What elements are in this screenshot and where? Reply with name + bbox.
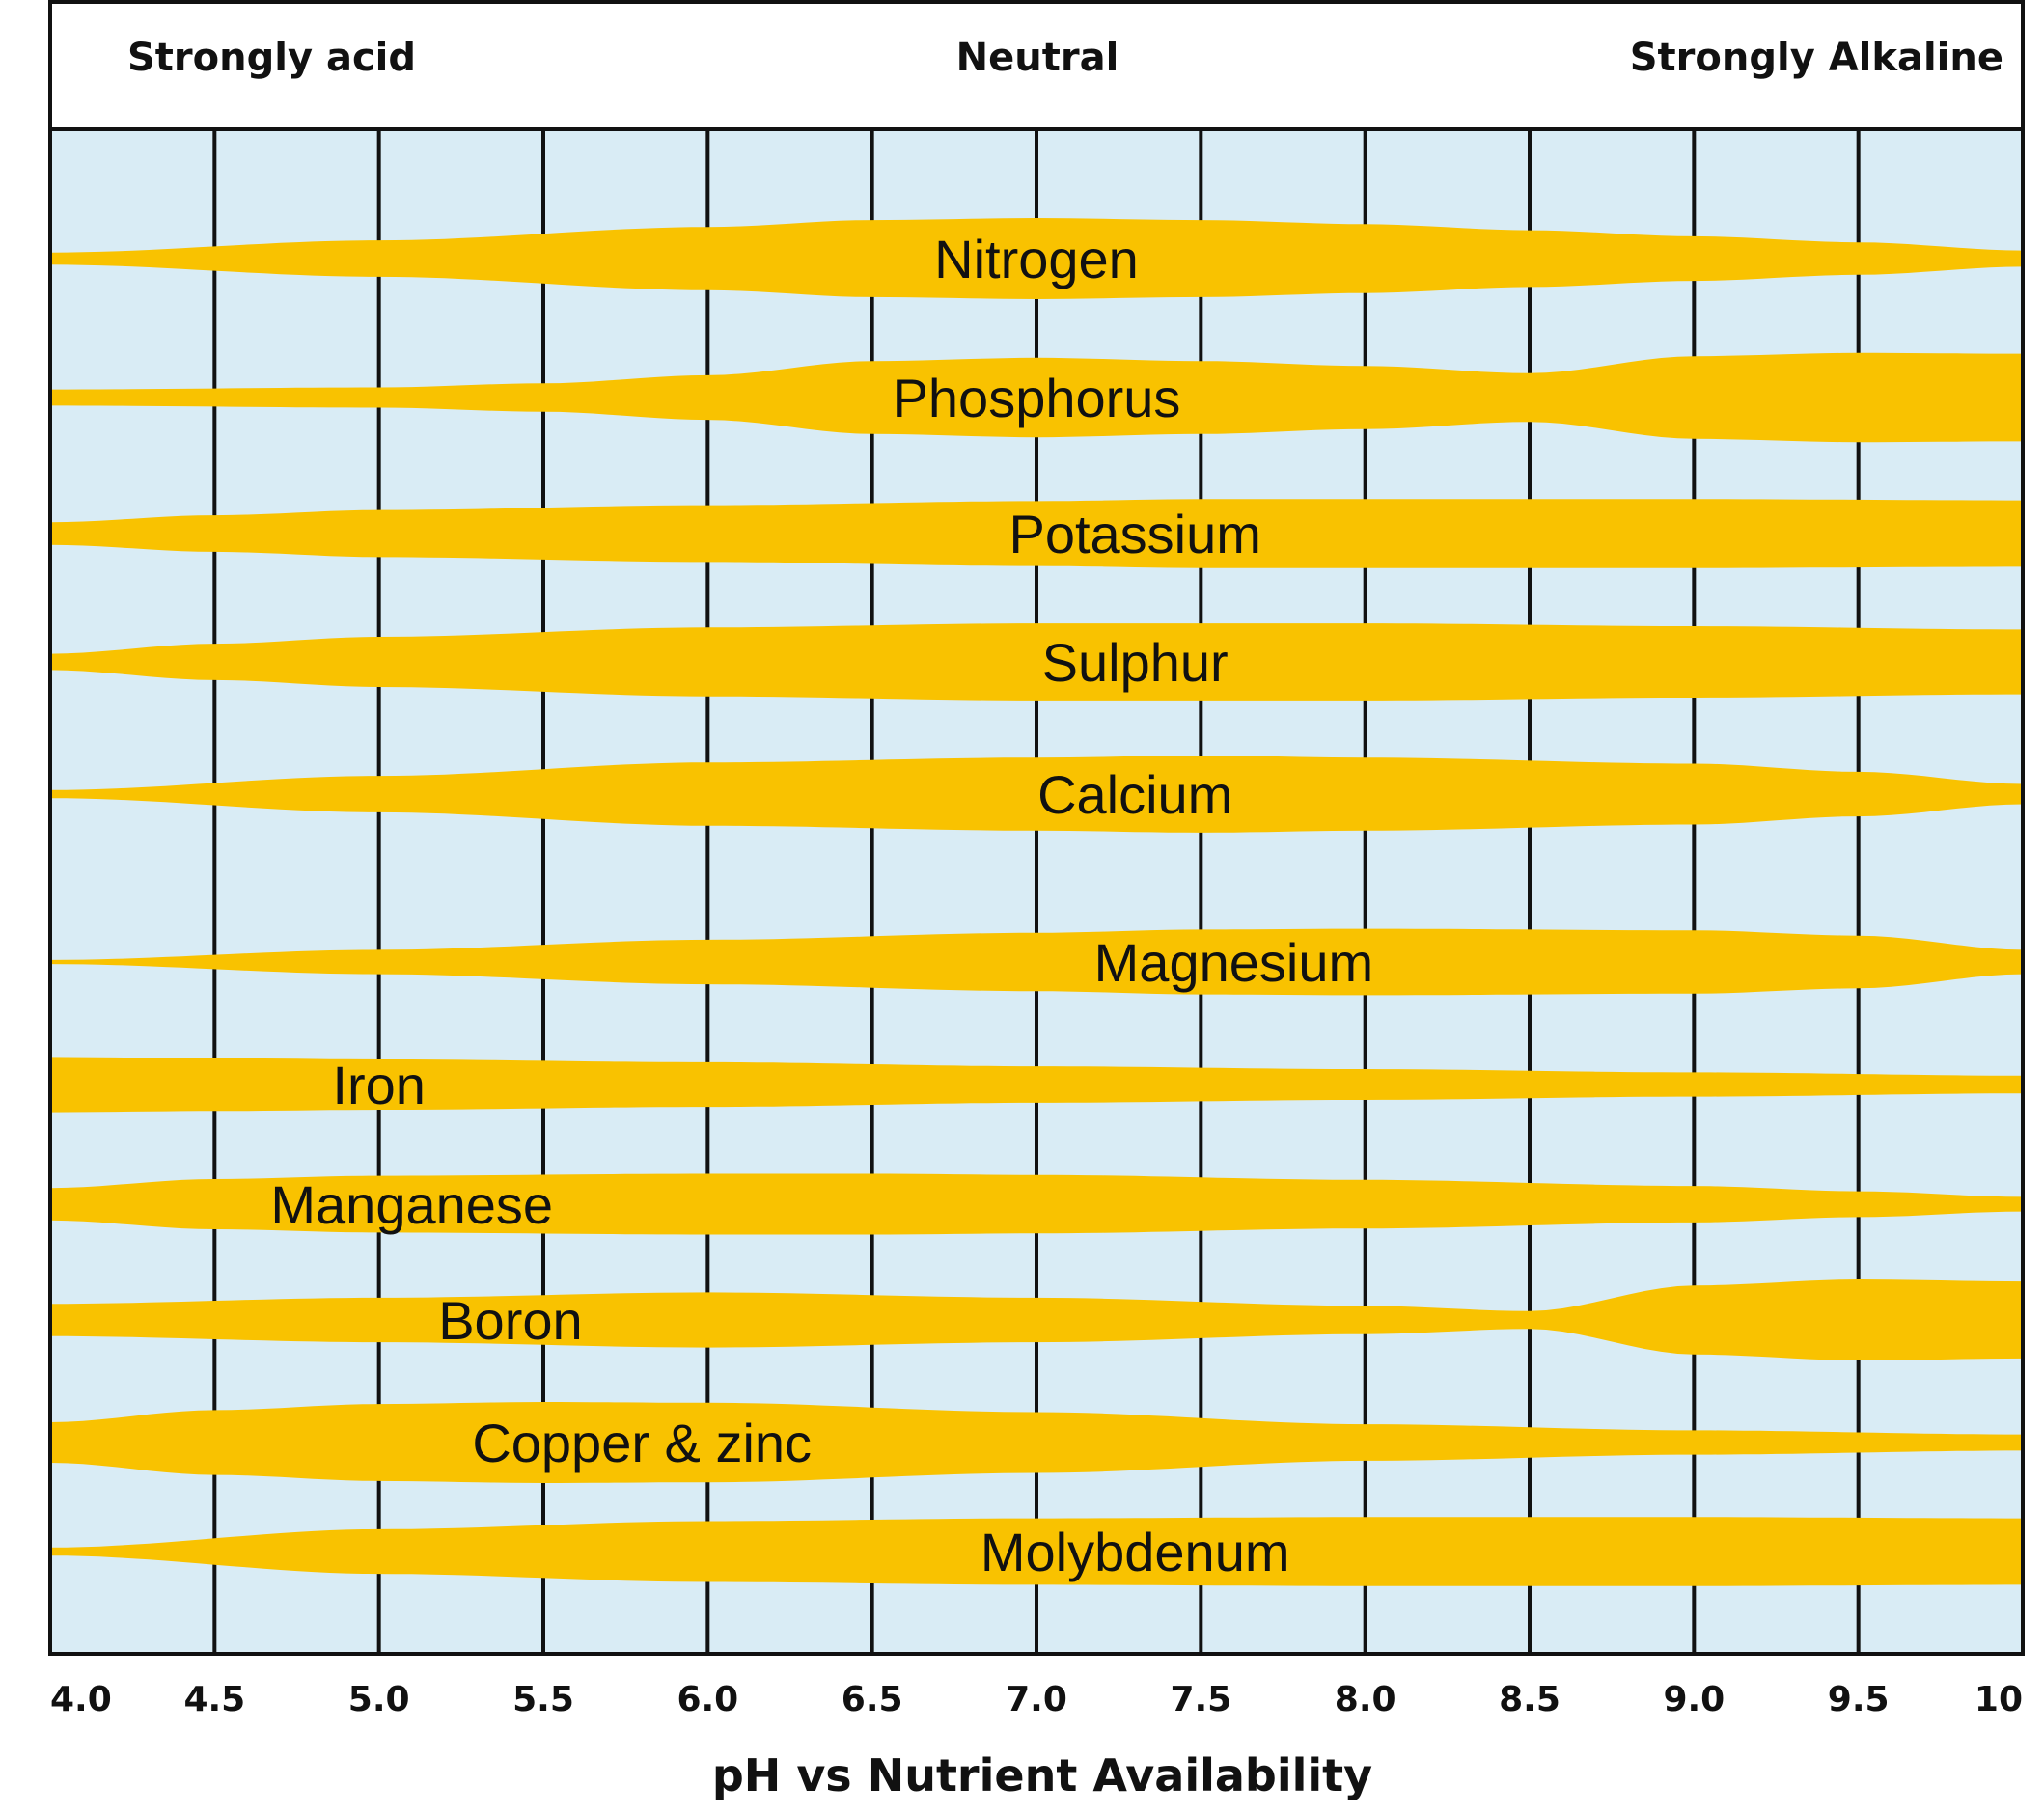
x-tick-label: 6.0 <box>677 1680 738 1719</box>
band-copper-zinc <box>50 1402 2023 1483</box>
header-strongly-alkaline: Strongly Alkaline <box>1630 36 2003 80</box>
band-label: Manganese <box>270 1174 553 1235</box>
band-molybdenum <box>50 1517 2023 1586</box>
band-calcium <box>50 756 2023 833</box>
header-strongly-acid: Strongly acid <box>127 36 416 80</box>
band-boron <box>50 1279 2023 1360</box>
x-tick-label: 7.0 <box>1006 1680 1067 1719</box>
band-magnesium <box>50 928 2023 996</box>
band-phosphorus <box>50 352 2023 443</box>
x-tick-label: 4.0 <box>50 1680 112 1719</box>
x-tick-labels: 4.0 4.5 5.0 5.5 6.0 6.5 7.0 7.5 8.0 8.5 9.0 9.5 10 <box>50 1680 2023 1719</box>
band-manganese <box>50 1173 2023 1235</box>
x-tick-label: 5.5 <box>512 1680 574 1719</box>
x-tick-label: 9.5 <box>1828 1680 1890 1719</box>
x-tick-label: 4.5 <box>183 1680 245 1719</box>
band-sulphur <box>50 623 2023 701</box>
band-label: Potassium <box>1008 504 1260 564</box>
x-tick-label: 6.5 <box>842 1680 903 1719</box>
band-label: Magnesium <box>1094 932 1373 993</box>
header-neutral: Neutral <box>956 36 1119 80</box>
band-label: Phosphorus <box>893 368 1181 428</box>
x-tick-label: 10 <box>1975 1680 2023 1719</box>
x-tick-label: 9.0 <box>1663 1680 1725 1719</box>
chart-title: pH vs Nutrient Availability <box>712 1749 1372 1801</box>
x-tick-label: 7.5 <box>1170 1680 1231 1719</box>
x-tick-label: 8.5 <box>1499 1680 1561 1719</box>
band-label: Nitrogen <box>934 229 1139 289</box>
band-label: Iron <box>332 1055 426 1115</box>
x-tick-label: 5.0 <box>348 1680 410 1719</box>
header-box <box>48 0 2025 131</box>
band-nitrogen <box>50 218 2023 299</box>
band-label: Sulphur <box>1042 632 1229 693</box>
band-label: Molybdenum <box>981 1522 1290 1582</box>
band-potassium <box>50 499 2023 568</box>
band-iron <box>50 1057 2023 1113</box>
band-label: Boron <box>438 1290 582 1351</box>
band-label: Calcium <box>1037 764 1232 825</box>
nutrient-bands: Nitrogen Phosphorus Potassium Sulphur Calciu… <box>50 218 2023 1586</box>
band-label: Copper & zinc <box>472 1413 812 1473</box>
plot-frame <box>48 127 2025 1656</box>
x-tick-label: 8.0 <box>1335 1680 1396 1719</box>
